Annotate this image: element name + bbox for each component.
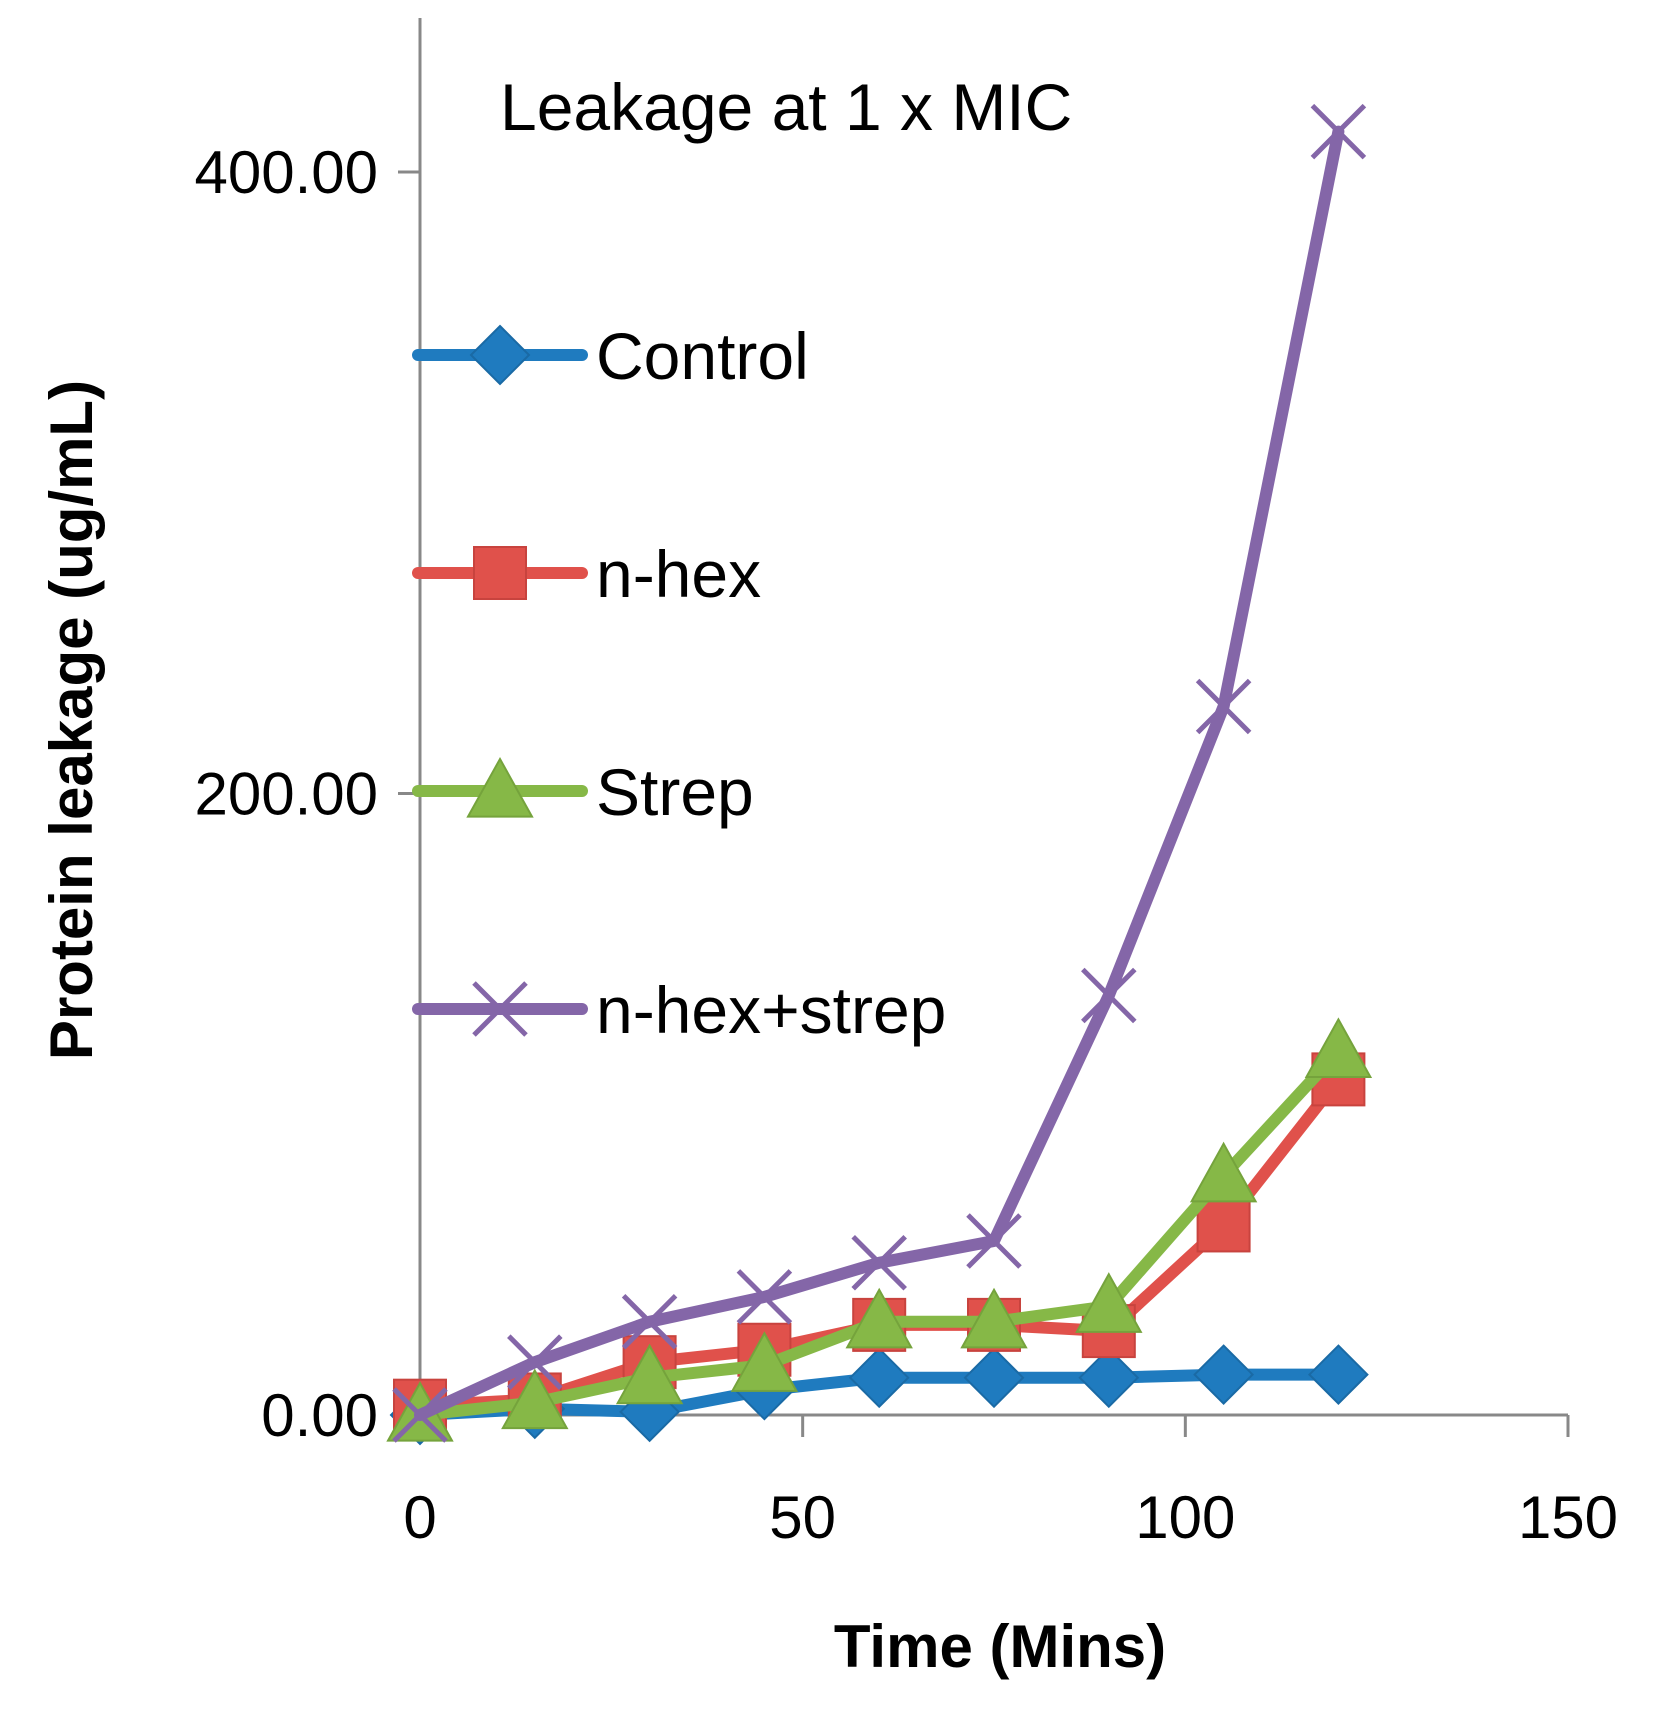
legend-entry: Strep — [412, 755, 754, 829]
axes: 0.00 200.00 400.00 0 50 100 150 — [194, 18, 1618, 1551]
legend-label: Control — [596, 319, 809, 393]
data-point — [507, 1334, 563, 1390]
x-tick-label: 150 — [1518, 1484, 1618, 1551]
y-tick-label: 200.00 — [194, 761, 378, 828]
y-tick-label: 400.00 — [194, 139, 378, 206]
data-point — [1304, 1017, 1373, 1079]
data-point — [1078, 1347, 1140, 1409]
data-point — [736, 1269, 793, 1325]
y-axis-title: Protein leakage (ug/mL) — [38, 380, 105, 1060]
legend-marker — [472, 981, 528, 1037]
y-ticks: 0.00 200.00 400.00 — [194, 139, 420, 1449]
data-point — [1195, 678, 1252, 735]
x-tick-label: 50 — [769, 1484, 836, 1551]
data-point — [615, 1343, 684, 1405]
legend-label: n-hex — [596, 537, 761, 611]
data-point — [1189, 1141, 1258, 1203]
x-tick-label: 0 — [403, 1484, 436, 1551]
data-point — [845, 1287, 913, 1349]
data-point — [1081, 967, 1137, 1024]
data-point — [730, 1331, 799, 1392]
legend-marker — [473, 546, 527, 600]
data-point — [848, 1347, 910, 1409]
data-point — [1196, 1198, 1251, 1253]
legend-marker — [466, 756, 534, 818]
y-tick-label: 0.00 — [261, 1382, 378, 1449]
legend: Control n-hex Strep n-hex+strep — [412, 319, 946, 1047]
data-point — [1307, 1344, 1369, 1406]
legend-entry: n-hex+strep — [412, 973, 946, 1047]
data-point — [1193, 1344, 1255, 1406]
series-n-hex-strep — [392, 103, 1367, 1443]
x-ticks: 0 50 100 150 — [403, 1415, 1618, 1551]
data-point — [1075, 1272, 1143, 1333]
x-axis-title: Time (Mins) — [834, 1613, 1166, 1680]
data-point — [1310, 103, 1367, 160]
x-tick-label: 100 — [1135, 1484, 1235, 1551]
legend-entry: n-hex — [412, 537, 761, 611]
series-layer — [386, 103, 1373, 1446]
chart-title: Leakage at 1 x MIC — [500, 70, 1072, 144]
legend-marker — [469, 324, 531, 386]
data-point — [966, 1213, 1022, 1269]
data-point — [851, 1234, 907, 1291]
legend-label: n-hex+strep — [596, 973, 946, 1047]
data-point — [960, 1287, 1028, 1349]
data-point — [621, 1294, 678, 1350]
data-point — [963, 1347, 1025, 1409]
series-strep — [386, 1017, 1373, 1442]
legend-entry: Control — [412, 319, 809, 393]
data-point — [392, 1387, 448, 1443]
data-point — [501, 1368, 569, 1430]
legend-label: Strep — [596, 755, 754, 829]
